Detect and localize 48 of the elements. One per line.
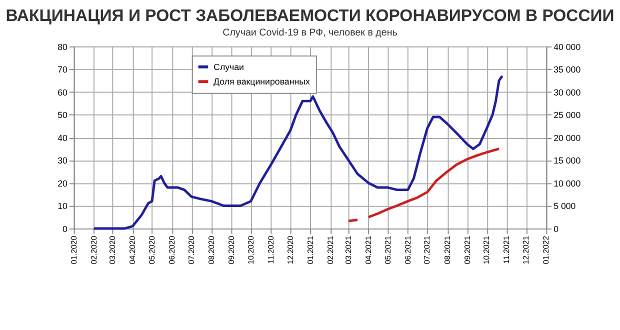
y2-tick-label: 0 <box>554 224 559 234</box>
y2-tick-label: 25 000 <box>554 110 581 120</box>
x-tick-label: 12.2021 <box>522 236 531 264</box>
x-tick-label: 01.2020 <box>69 235 78 264</box>
x-tick-label: 12.2020 <box>286 235 295 264</box>
x-tick-label: 08.2021 <box>442 236 452 264</box>
y2-tick-label: 40 000 <box>554 42 581 52</box>
x-tick-label: 03.2021 <box>344 236 353 264</box>
x-tick-label: 11.2020 <box>266 235 276 264</box>
x-tick-label: 01.2022 <box>542 236 551 264</box>
y-tick-label: 50 <box>58 110 68 120</box>
chart-title: ВАКЦИНАЦИЯ И РОСТ ЗАБОЛЕВАЕМОСТИ КОРОНАВИРУСОМ В РОССИИ <box>6 6 614 25</box>
x-tick-label: 09.2021 <box>462 236 472 264</box>
x-tick-label: 04.2020 <box>128 235 138 264</box>
y2-tick-label: 30 000 <box>554 87 581 98</box>
y-tick-label: 80 <box>58 42 68 52</box>
x-tick-label: 10.2020 <box>246 235 256 264</box>
line-series <box>92 74 504 230</box>
y2-tick-label: 15 000 <box>554 156 581 166</box>
y-tick-label: 10 <box>58 201 68 212</box>
y-tick-label: 60 <box>58 87 68 98</box>
chart-subtitle: Случаи Covid-19 в РФ, человек в день <box>222 28 398 39</box>
y-tick-label: 20 <box>58 178 68 188</box>
x-tick-label: 02.2021 <box>326 236 335 264</box>
y-tick-label: 40 <box>58 132 68 143</box>
x-tick-label: 10.2021 <box>482 236 492 264</box>
y-tick-label: 30 <box>58 156 68 166</box>
x-tick-label: 08.2020 <box>206 235 216 264</box>
legend-label: Доля вакцинированных <box>214 76 310 87</box>
x-tick-label: 06.2021 <box>403 236 412 264</box>
x-tick-label: 09.2020 <box>226 235 236 264</box>
y-tick-label: 0 <box>62 224 68 234</box>
y2-tick-label: 20 000 <box>554 132 581 143</box>
x-tick-label: 07.2021 <box>422 236 432 264</box>
x-tick-label: 05.2020 <box>147 235 156 264</box>
x-tick-label: 02.2020 <box>89 235 98 264</box>
y2-tick-label: 35 000 <box>554 64 581 75</box>
legend-label: Случаи <box>214 62 244 72</box>
y-tick-label: 70 <box>58 64 68 75</box>
x-tick-label: 03.2020 <box>108 235 118 264</box>
x-tick-label: 05.2021 <box>383 236 392 264</box>
x-tick-label: 04.2021 <box>364 236 373 264</box>
y2-tick-label: 10 000 <box>554 178 581 188</box>
x-tick-label: 01.2021 <box>306 236 315 264</box>
x-tick-label: 11.2021 <box>502 236 512 264</box>
x-tick-label: 07.2020 <box>186 235 196 264</box>
y2-tick-label: 5 000 <box>554 201 576 212</box>
x-tick-label: 06.2020 <box>167 235 176 264</box>
